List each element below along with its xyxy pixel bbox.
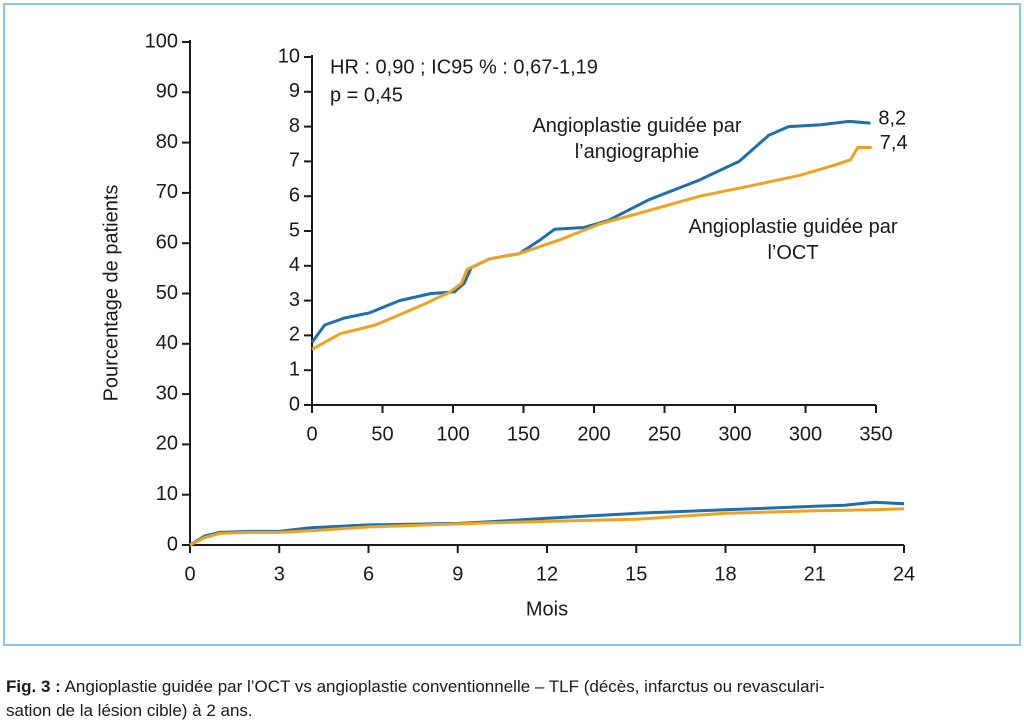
annotation: p = 0,45 — [330, 84, 403, 106]
series-line — [311, 146, 872, 351]
x-tick-label: 6 — [363, 563, 374, 585]
annotation: HR : 0,90 ; IC95 % : 0,67-1,19 — [330, 56, 598, 78]
x-tick-label: 150 — [507, 423, 540, 445]
y-axis-title: Pourcentage de patients — [100, 185, 122, 402]
x-tick-label: 100 — [436, 423, 469, 445]
y-tick-label: 9 — [289, 80, 300, 102]
y-tick-label: 5 — [289, 219, 300, 241]
y-tick-label: 3 — [289, 289, 300, 311]
x-tick-label: 15 — [625, 563, 647, 585]
x-tick-label: 3 — [274, 563, 285, 585]
y-tick-label: 7 — [289, 150, 300, 172]
y-tick-label: 10 — [278, 45, 300, 67]
series-line — [310, 119, 871, 344]
x-tick-label: 18 — [714, 563, 736, 585]
y-tick-label: 0 — [289, 393, 300, 415]
end-label: 7,4 — [880, 132, 908, 154]
y-tick-label: 4 — [289, 254, 300, 276]
caption-line: Fig. 3 : Angioplastie guidée par l’OCT v… — [6, 677, 825, 697]
frame — [3, 3, 1021, 646]
y-tick-label: 10 — [156, 483, 178, 505]
caption-line: sation de la lésion cible) à 2 ans. — [6, 701, 253, 721]
y-tick-label: 0 — [167, 533, 178, 555]
y-tick-label: 8 — [289, 115, 300, 137]
x-tick-label: 21 — [804, 563, 826, 585]
y-tick-label: 90 — [156, 81, 178, 103]
x-tick-label: 0 — [306, 423, 317, 445]
x-tick-label: 300 — [789, 423, 822, 445]
series-label: Angioplastie guidée par l’OCT — [688, 216, 898, 264]
y-tick-label: 6 — [289, 184, 300, 206]
x-tick-label: 9 — [452, 563, 463, 585]
series-line — [189, 500, 905, 547]
x-tick-label: 350 — [859, 423, 892, 445]
caption-label: Fig. 3 : — [6, 677, 61, 696]
x-tick-label: 300 — [718, 423, 751, 445]
x-tick-label: 0 — [184, 563, 195, 585]
end-label: 8,2 — [878, 107, 906, 129]
series-line — [189, 507, 905, 547]
y-tick-label: 50 — [156, 282, 178, 304]
y-tick-label: 2 — [289, 324, 300, 346]
y-tick-label: 80 — [156, 131, 178, 153]
y-tick-label: 60 — [156, 231, 178, 253]
y-tick-label: 20 — [156, 433, 178, 455]
y-tick-label: 40 — [156, 332, 178, 354]
y-tick-label: 30 — [156, 382, 178, 404]
y-tick-label: 70 — [156, 181, 178, 203]
y-tick-label: 1 — [289, 358, 300, 380]
caption-text: Angioplastie guidée par l’OCT vs angiopl… — [64, 677, 825, 696]
x-axis-title: Mois — [526, 598, 568, 620]
x-tick-label: 24 — [893, 563, 915, 585]
series-label: Angioplastie guidée par l’angiographie — [532, 115, 742, 163]
caption-text: sation de la lésion cible) à 2 ans. — [6, 701, 253, 720]
x-tick-label: 12 — [536, 563, 558, 585]
y-tick-label: 100 — [145, 30, 178, 52]
x-tick-label: 250 — [648, 423, 681, 445]
x-tick-label: 200 — [577, 423, 610, 445]
x-tick-label: 50 — [371, 423, 393, 445]
